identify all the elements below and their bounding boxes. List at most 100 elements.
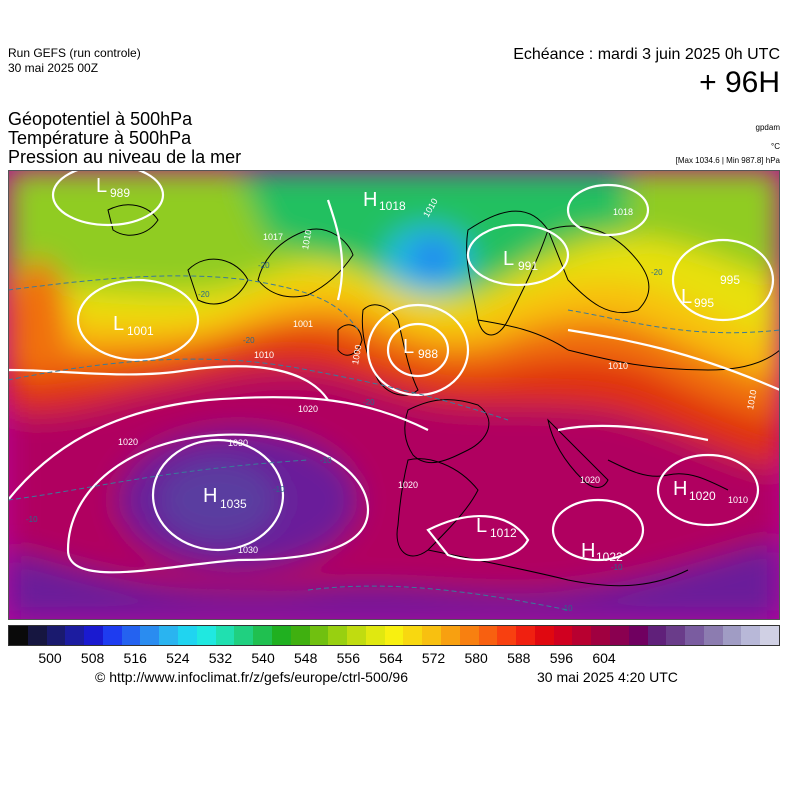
center-type: L xyxy=(476,515,487,537)
center-type: L xyxy=(681,286,692,308)
colorbar-swatch xyxy=(253,626,272,645)
colorbar-tick-label: 500 xyxy=(38,650,62,666)
isotherm-label: -20 xyxy=(651,268,663,277)
isobar-label: 1010 xyxy=(728,495,748,505)
run-date: 30 mai 2025 00Z xyxy=(8,61,99,75)
isotherm-label: -20 xyxy=(258,261,270,270)
isobar-label: 1020 xyxy=(298,404,318,414)
center-type: H xyxy=(673,478,687,500)
center-type: L xyxy=(403,336,414,358)
colorbar-swatch xyxy=(46,626,66,645)
isobar-label: 1030 xyxy=(238,545,258,555)
center-value: 1001 xyxy=(127,324,154,338)
isobar-label: 1000 xyxy=(350,344,363,365)
colorbar-tick-label: 596 xyxy=(549,650,574,666)
colorbar-tick-label: 572 xyxy=(421,650,446,666)
isotherm-label: -10 xyxy=(26,515,38,524)
colorbar-swatch xyxy=(140,626,160,645)
colorbar-swatch xyxy=(553,626,573,645)
unit-temperature: °C xyxy=(771,142,780,151)
colorbar-swatch xyxy=(347,626,366,645)
center-type: L xyxy=(503,248,514,270)
colorbar-swatch xyxy=(121,626,141,645)
colorbar-swatch xyxy=(102,626,122,645)
colorbar-tick-label: 588 xyxy=(507,650,531,666)
center-value: 1012 xyxy=(490,526,517,540)
center-type: L xyxy=(96,175,107,197)
colorbar-swatch xyxy=(685,626,704,645)
generated-time: 30 mai 2025 4:20 UTC xyxy=(537,669,678,685)
colorbar-swatch xyxy=(196,626,216,645)
colorbar-swatch xyxy=(215,626,235,645)
colorbar-swatch xyxy=(497,626,517,645)
lead-time: + 96H xyxy=(699,66,780,99)
colorbar-swatch xyxy=(647,626,667,645)
isotherm-label: -20 xyxy=(198,290,210,299)
colorbar-swatch xyxy=(703,626,723,645)
colorbar-swatch xyxy=(309,626,329,645)
center-type: H xyxy=(203,485,217,507)
colorbar-tick-label: 580 xyxy=(464,650,488,666)
isotherm-label: -10 xyxy=(611,563,623,572)
isobar-label: 1010 xyxy=(608,361,628,371)
isotherms xyxy=(8,275,780,611)
unit-geopotential: gpdam xyxy=(755,123,780,132)
colorbar-tick-label: 548 xyxy=(294,650,318,666)
colorbar xyxy=(8,625,780,646)
center-value: 1022 xyxy=(596,550,623,564)
valid-time: Echéance : mardi 3 juin 2025 0h UTC xyxy=(513,46,780,63)
pressure-range: [Max 1034.6 | Min 987.8] hPa xyxy=(675,156,780,165)
center-value: 991 xyxy=(518,259,538,273)
colorbar-tick-label: 556 xyxy=(336,650,360,666)
pressure-centers: L 989 L 1001 H 1018 L 991 L 988 L 995 99… xyxy=(96,175,740,564)
isotherm-label: -20 xyxy=(243,336,255,345)
colorbar-swatch xyxy=(591,626,610,645)
center-value: 1018 xyxy=(379,199,406,213)
colorbar-tick-label: 516 xyxy=(123,650,147,666)
isotherm-label: -10 xyxy=(561,604,573,613)
colorbar-tick-label: 604 xyxy=(592,650,616,666)
colorbar-tick-label: 564 xyxy=(379,650,403,666)
colorbar-swatch xyxy=(459,626,479,645)
center-type: H xyxy=(363,189,377,211)
colorbar-swatch xyxy=(403,626,423,645)
colorbar-swatch xyxy=(628,626,648,645)
isobar-label: 1018 xyxy=(613,207,633,217)
isobar-label: 1030 xyxy=(228,438,248,448)
geopotential-field xyxy=(8,170,780,620)
isobar-label: 1020 xyxy=(580,475,600,485)
colorbar-swatch xyxy=(478,626,498,645)
colorbar-swatch xyxy=(290,626,310,645)
center-type: L xyxy=(113,313,124,335)
colorbar-swatch xyxy=(741,626,761,645)
colorbar-swatch xyxy=(27,626,47,645)
colorbar-swatch xyxy=(328,626,348,645)
colorbar-swatch xyxy=(610,626,629,645)
center-value: 1020 xyxy=(689,489,716,503)
colorbar-swatch xyxy=(234,626,254,645)
isotherm-label: -20 xyxy=(363,398,375,407)
colorbar-swatch xyxy=(422,626,441,645)
colorbar-swatch xyxy=(534,626,554,645)
colorbar-swatch xyxy=(9,626,28,645)
colorbar-swatch xyxy=(159,626,179,645)
title-geopotential: Géopotentiel à 500hPa xyxy=(8,109,193,129)
colorbar-swatch xyxy=(516,626,535,645)
colorbar-swatch xyxy=(722,626,742,645)
colorbar-swatch xyxy=(271,626,291,645)
isobar-label: 1010 xyxy=(300,229,313,250)
colorbar-tick-label: 540 xyxy=(251,650,275,666)
colorbar-swatch xyxy=(760,626,780,645)
title-pressure: Pression au niveau de la mer xyxy=(8,147,242,167)
isobar-label: 1001 xyxy=(293,319,313,329)
isobar-label: 1017 xyxy=(263,232,283,242)
isobar-label: 1020 xyxy=(118,437,138,447)
center-value: 988 xyxy=(418,347,438,361)
colorbar-swatch xyxy=(365,626,385,645)
colorbar-swatch xyxy=(572,626,592,645)
weather-map: L 989 L 1001 H 1018 L 991 L 988 L 995 99… xyxy=(8,170,780,620)
colorbar-tick-label: 508 xyxy=(80,650,105,666)
colorbar-swatch xyxy=(84,626,103,645)
source-credit: © http://www.infoclimat.fr/z/gefs/europe… xyxy=(95,669,409,685)
colorbar-tick-label: 532 xyxy=(208,650,233,666)
